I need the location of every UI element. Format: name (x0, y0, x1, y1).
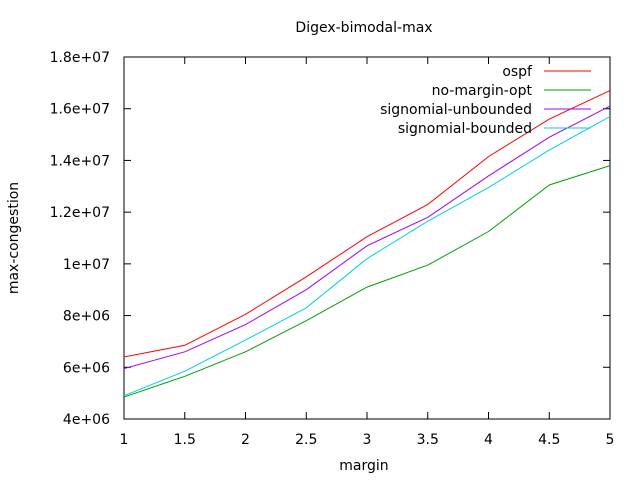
x-tick-label: 4 (484, 432, 493, 448)
legend-label: ospf (502, 64, 533, 80)
y-tick-label: 4e+06 (63, 412, 110, 428)
legend-label: signomial-unbounded (380, 102, 532, 118)
x-axis-label: margin (339, 458, 388, 474)
x-tick-label: 1.5 (174, 432, 196, 448)
series-line-ospf (123, 90, 611, 358)
x-tick-label: 3.5 (417, 432, 439, 448)
axis-ticks: 1 1.5 2 2.5 3 3.5 4 4.5 5 4e+06 6e+06 8e+06 1e+07 1.2… (50, 50, 615, 448)
y-tick-label: 1e+07 (63, 257, 110, 273)
x-tick-label: 2.5 (295, 432, 317, 448)
legend-label: signomial-bounded (398, 121, 532, 137)
y-tick-label: 1.4e+07 (50, 153, 110, 169)
y-tick-label: 1.8e+07 (50, 50, 110, 66)
y-tick-label: 1.6e+07 (50, 102, 110, 118)
y-tick-label: 8e+06 (63, 309, 110, 325)
y-tick-label: 1.2e+07 (50, 205, 110, 221)
x-tick-label: 2 (241, 432, 250, 448)
x-tick-label: 3 (363, 432, 372, 448)
y-axis-label: max-congestion (6, 182, 22, 294)
series-lines (123, 90, 611, 398)
x-tick-label: 5 (606, 432, 615, 448)
legend: ospf no-margin-opt signomial-unbounded sign… (380, 64, 591, 137)
chart-title: Digex-bimodal-max (295, 20, 432, 36)
x-tick-label: 4.5 (538, 432, 560, 448)
y-tick-label: 6e+06 (63, 360, 110, 376)
x-tick-label: 1 (120, 432, 129, 448)
series-line-signomial-bounded (123, 116, 611, 397)
series-line-no-margin-opt (123, 165, 611, 398)
series-line-signomial-unbounded (123, 105, 611, 370)
legend-label: no-margin-opt (432, 83, 533, 99)
